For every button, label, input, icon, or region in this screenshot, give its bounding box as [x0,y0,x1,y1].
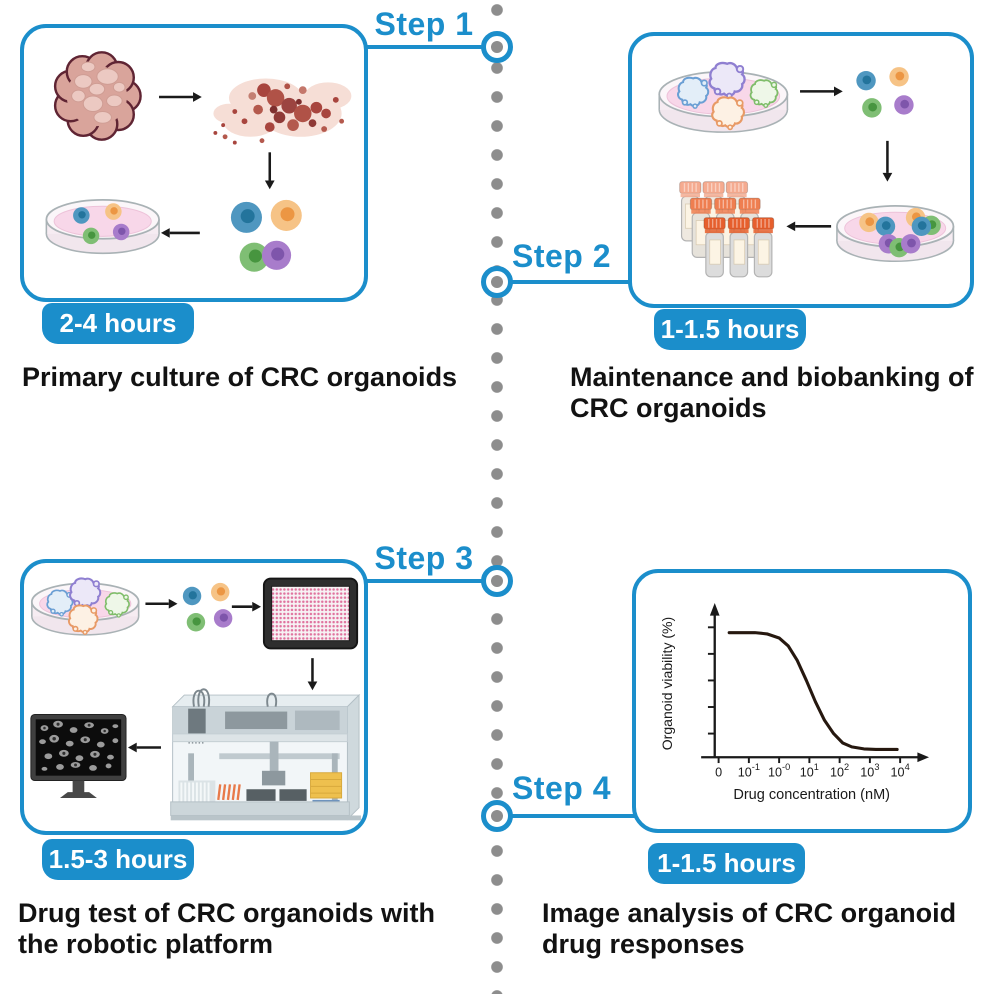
timeline-node-4 [481,800,513,832]
caption-step-4: Image analysis of CRC organoid drug resp… [542,898,957,959]
step-3-label: Step 3 [374,540,474,576]
duration-badge-2: 1-1.5 hours [654,309,806,350]
svg-text:Drug concentration (nM): Drug concentration (nM) [733,787,890,803]
dose-response-chart: 0 10-1 10-0 101 102 103 104 Organoid viability … [659,603,930,803]
organoid-image-blobs [39,720,119,771]
caption-step-3: Drug test of CRC organoids with the robo… [18,898,435,959]
timeline-dotted-line [491,2,503,994]
organoid-dish-icon [30,577,140,636]
robotic-platform-icon [170,688,362,821]
step-3-connector [358,579,484,583]
caption-step-2: Maintenance and biobanking of CRC organo… [570,362,974,423]
step-2-label: Step 2 [512,238,612,274]
tumor-tissue-icon [53,51,142,141]
arrow-right-icon [231,601,261,612]
node-dot [491,575,503,587]
svg-text:103: 103 [860,762,879,780]
duration-badge-1: 2-4 hours [42,303,194,344]
duration-badge-3: 1.5-3 hours [42,839,194,880]
step-2-connector [510,280,632,284]
step-3-illustration [30,577,362,821]
step-1-label: Step 1 [374,6,474,42]
arrow-down-icon [882,140,893,182]
step-2-panel [628,32,974,308]
arrow-right-icon [800,86,843,97]
arrow-left-icon [127,742,161,753]
arrow-right-icon [159,92,202,102]
step-1-connector [358,45,484,49]
arrow-down-icon [264,152,275,190]
arrow-right-icon [145,598,178,609]
step-4-label: Step 4 [512,770,612,806]
cells-icon [856,67,914,118]
node-dot [491,41,503,53]
node-dot [491,276,503,288]
cryovials-icon [679,181,775,278]
timeline-node-1 [481,31,513,63]
petri-dish-icon [45,199,160,255]
svg-text:102: 102 [830,762,849,780]
384-well-plate-icon [262,577,359,650]
cells-icon [182,582,233,632]
svg-text:10-1: 10-1 [738,762,760,780]
arrow-down-icon [307,658,318,691]
expanded-organoid-dish-icon [836,205,955,263]
step-1-illustration [45,51,352,272]
caption-step-1: Primary culture of CRC organoids [22,362,458,392]
svg-text:10-0: 10-0 [768,762,790,780]
svg-text:104: 104 [891,762,910,780]
arrow-left-icon [160,228,200,238]
dissociated-cells-icon [230,199,302,272]
dissociated-tissue-icon [213,78,352,145]
step-3-panel [20,559,368,835]
arrow-left-icon [786,221,832,232]
svg-text:Organoid viability (%): Organoid viability (%) [659,617,675,751]
step-2-illustration [658,61,955,278]
step-1-panel [20,24,368,302]
svg-text:0: 0 [715,766,722,780]
timeline-node-2 [481,266,513,298]
duration-badge-4: 1-1.5 hours [648,843,805,884]
step-4-connector [510,814,636,818]
timeline-node-3 [481,565,513,597]
organoid-dish-icon [658,61,789,133]
svg-text:101: 101 [800,762,819,780]
node-dot [491,810,503,822]
monitor-icon [30,713,127,798]
step-4-panel: 0 10-1 10-0 101 102 103 104 Organoid viability … [632,569,972,833]
